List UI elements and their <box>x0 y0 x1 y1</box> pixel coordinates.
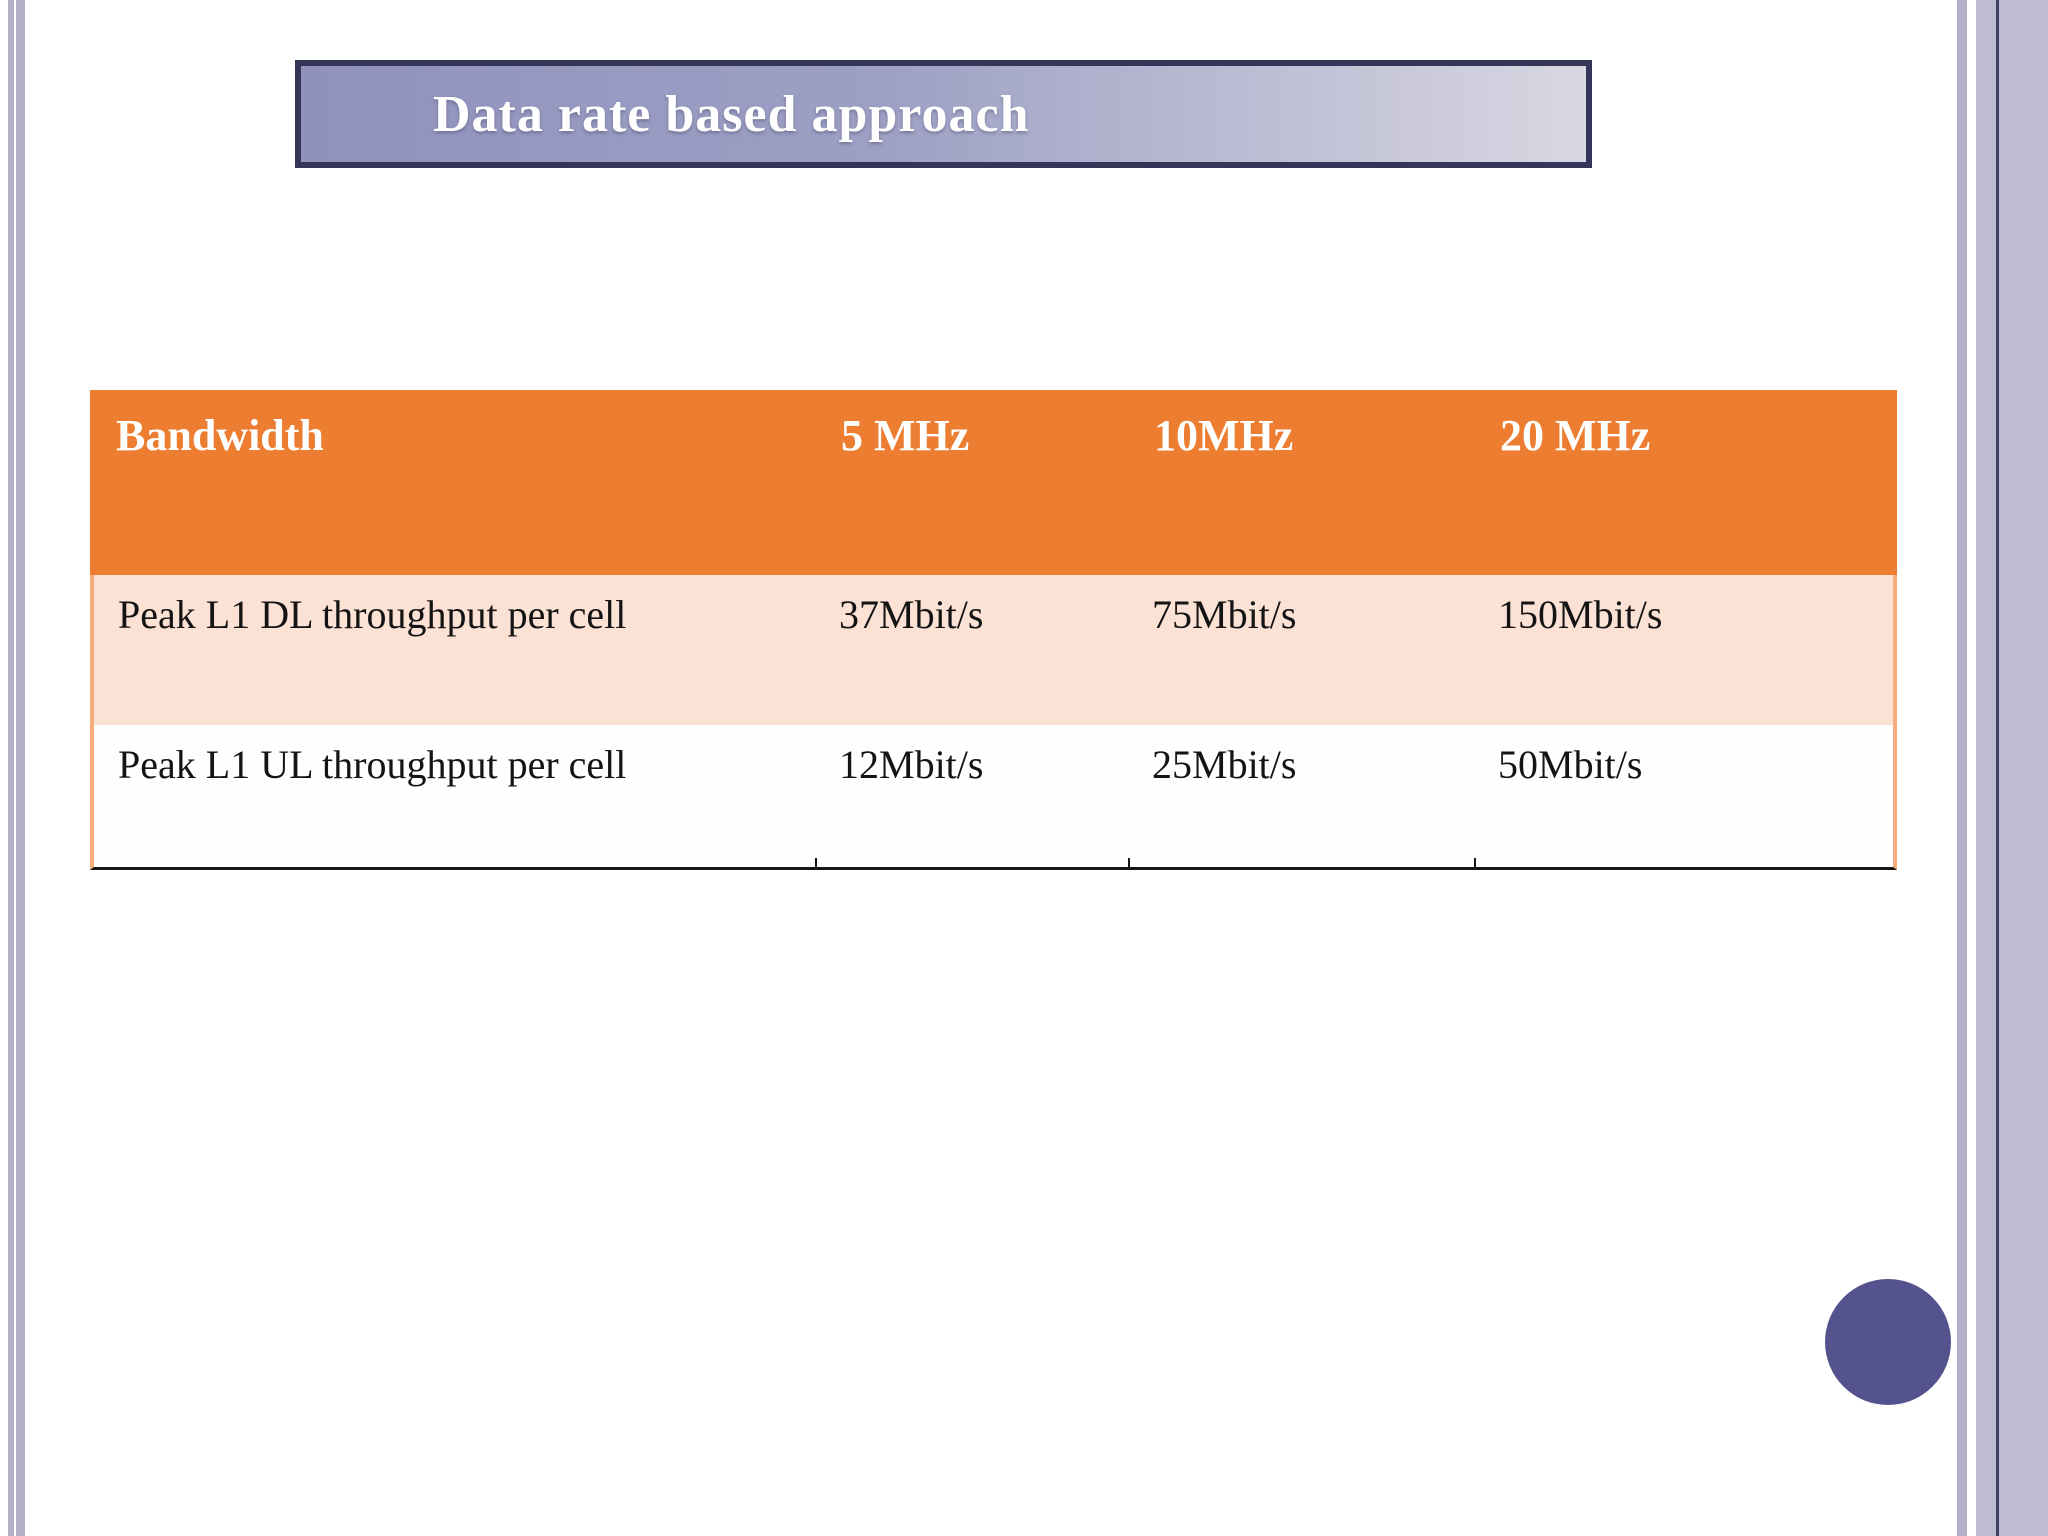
slide-title: Data rate based approach <box>433 85 1030 143</box>
left-border-stripe-inner <box>16 0 25 1536</box>
slide-title-banner: Data rate based approach <box>295 60 1592 168</box>
table-column-tick <box>815 858 817 870</box>
row-label: Peak L1 DL throughput per cell <box>118 592 627 637</box>
left-border-stripe-outer <box>8 0 14 1536</box>
table-row-ul-throughput: Peak L1 UL throughput per cell 12Mbit/s … <box>90 725 1897 870</box>
table-column-tick <box>1128 858 1130 870</box>
table-header-bandwidth: Bandwidth <box>116 411 324 460</box>
right-border-accent-line <box>1996 0 1999 1536</box>
cell-value: 12Mbit/s <box>839 742 984 787</box>
right-border-stripe-inner <box>1957 0 1967 1536</box>
table-header-5mhz: 5 MHz <box>841 411 970 460</box>
table-header-20mhz: 20 MHz <box>1500 411 1651 460</box>
table-column-tick <box>1474 858 1476 870</box>
cell-value: 75Mbit/s <box>1152 592 1297 637</box>
decorative-circle <box>1825 1279 1951 1405</box>
cell-value: 25Mbit/s <box>1152 742 1297 787</box>
cell-value: 50Mbit/s <box>1498 742 1643 787</box>
right-border-stripe-outer <box>1976 0 2048 1536</box>
cell-value: 37Mbit/s <box>839 592 984 637</box>
table-header-10mhz: 10MHz <box>1154 411 1294 460</box>
cell-value: 150Mbit/s <box>1498 592 1663 637</box>
row-label: Peak L1 UL throughput per cell <box>118 742 627 787</box>
table-row-dl-throughput: Peak L1 DL throughput per cell 37Mbit/s … <box>90 575 1897 725</box>
throughput-table: Bandwidth 5 MHz 10MHz 20 MHz Peak L1 DL … <box>90 390 1897 870</box>
table-header-row: Bandwidth 5 MHz 10MHz 20 MHz <box>90 390 1897 575</box>
